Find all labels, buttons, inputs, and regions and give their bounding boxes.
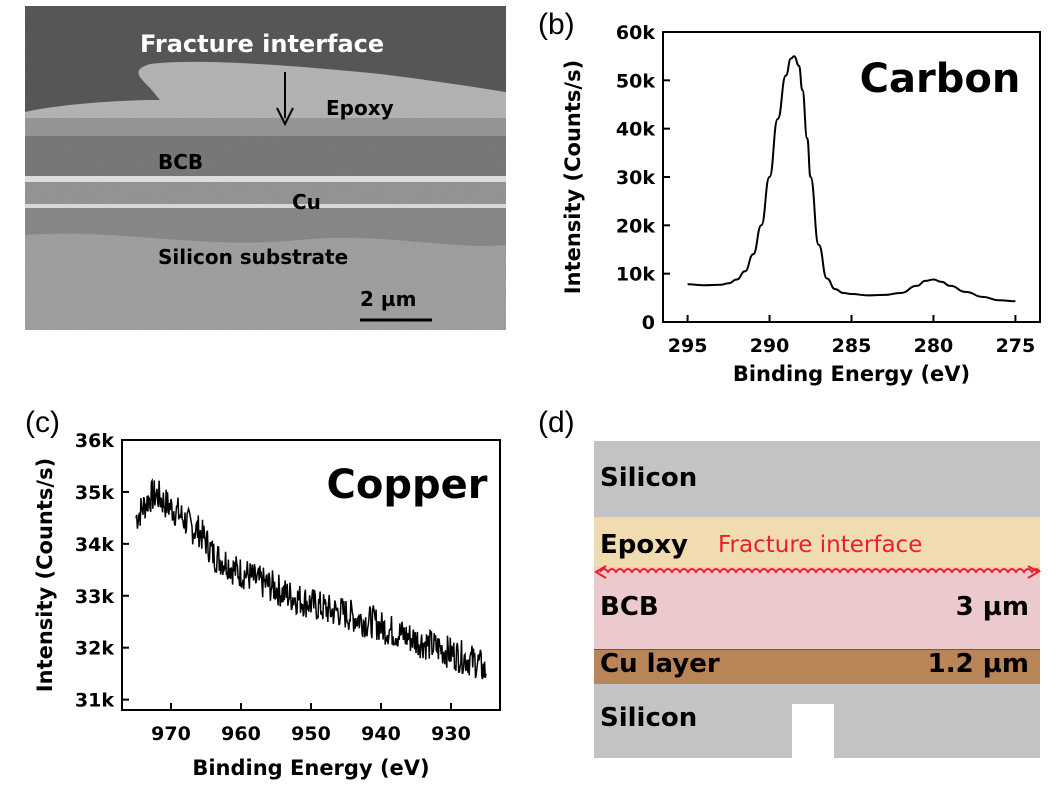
chart-c-ytick-label: 33k bbox=[75, 586, 114, 608]
panel-c-label: (c) bbox=[25, 406, 60, 439]
sem-layer-bcb: BCB bbox=[158, 150, 204, 174]
chart-b-xtick-label: 285 bbox=[832, 335, 872, 357]
sem-layer-cu: Cu bbox=[292, 190, 321, 214]
layer-schematic bbox=[594, 441, 1040, 758]
chart-c-xtick-label: 930 bbox=[431, 723, 471, 745]
schematic-bcb-layer bbox=[594, 567, 1040, 649]
schematic-label-cu-thickness: 1.2 µm bbox=[927, 649, 1029, 679]
chart-c-ytick-label: 32k bbox=[75, 638, 114, 660]
chart-b-ytick-label: 20k bbox=[616, 215, 655, 237]
chart-b-ytick-label: 60k bbox=[616, 22, 655, 44]
schematic-label-bcb-thickness: 3 µm bbox=[955, 592, 1029, 622]
chart-b-xtick-label: 290 bbox=[750, 335, 790, 357]
chart-c-ytick-label: 35k bbox=[75, 482, 114, 504]
schematic-label-fracture: Fracture interface bbox=[718, 532, 923, 558]
chart-c-series-line bbox=[135, 477, 487, 680]
schematic-label-cu: Cu layer bbox=[600, 649, 720, 679]
chart-b-xtick-label: 295 bbox=[668, 335, 708, 357]
chart-c-xtick-label: 950 bbox=[291, 723, 331, 745]
chart-b-ytick-label: 30k bbox=[616, 167, 655, 189]
schematic-silicon-top bbox=[594, 441, 1040, 518]
panel-d-label: (d) bbox=[538, 406, 575, 439]
schematic-label-bcb: BCB bbox=[600, 592, 659, 622]
schematic-label-silicon-top: Silicon bbox=[600, 463, 698, 493]
sem-scalebar-label: 2 µm bbox=[360, 287, 417, 311]
chart-c-xtick-label: 970 bbox=[151, 723, 191, 745]
chart-b-xtick-label: 280 bbox=[914, 335, 954, 357]
chart-c-ytick-label: 31k bbox=[75, 690, 114, 712]
chart-c-xtick-label: 940 bbox=[361, 723, 401, 745]
schematic-label-silicon-bottom: Silicon bbox=[600, 703, 698, 733]
schematic-notch bbox=[792, 704, 834, 758]
schematic-epoxy-layer bbox=[594, 517, 1040, 567]
chart-c-ylabel: Intensity (Counts/s) bbox=[33, 458, 57, 692]
chart-b-ytick-label: 10k bbox=[616, 264, 655, 286]
chart-c-xlabel: Binding Energy (eV) bbox=[192, 756, 429, 780]
sem-layer-epoxy: Epoxy bbox=[326, 96, 394, 120]
schematic-label-epoxy: Epoxy bbox=[600, 530, 688, 560]
chart-c-xtick-label: 960 bbox=[221, 723, 261, 745]
chart-b-xtick-label: 275 bbox=[996, 335, 1036, 357]
chart-b-series-line bbox=[687, 55, 1016, 303]
chart-b-xlabel: Binding Energy (eV) bbox=[733, 362, 970, 386]
chart-b-ytick-label: 0 bbox=[642, 312, 655, 334]
chart-b-title: Carbon bbox=[860, 56, 1021, 102]
chart-b-ytick-label: 40k bbox=[616, 119, 655, 141]
sem-fracture-label: Fracture interface bbox=[140, 30, 385, 58]
panel-b-label: (b) bbox=[538, 8, 575, 41]
chart-c-ytick-label: 34k bbox=[75, 534, 114, 556]
chart-b-ytick-label: 50k bbox=[616, 70, 655, 92]
chart-c-title: Copper bbox=[327, 462, 488, 508]
sem-layer-substrate: Silicon substrate bbox=[158, 245, 349, 269]
chart-c-ytick-label: 36k bbox=[75, 430, 114, 452]
chart-b-ylabel: Intensity (Counts/s) bbox=[561, 60, 585, 294]
